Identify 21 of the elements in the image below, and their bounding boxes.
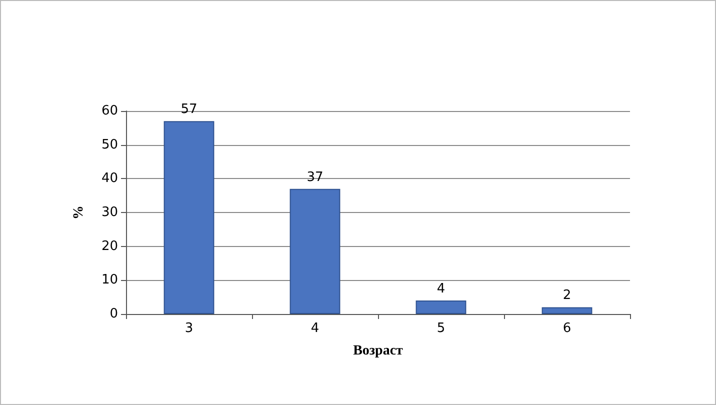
y-tick-label: 10 xyxy=(101,272,118,288)
x-tick-label: 5 xyxy=(436,321,446,336)
y-tick-label: 40 xyxy=(101,171,118,186)
y-tick-label: 60 xyxy=(101,104,118,118)
x-tick-label: 6 xyxy=(562,321,572,336)
y-tick-label: 0 xyxy=(110,306,118,322)
y-tick-label: 50 xyxy=(101,137,118,152)
bar xyxy=(164,121,214,314)
bar xyxy=(290,188,340,314)
data-label: 4 xyxy=(436,281,446,296)
x-axis-title: Возраст xyxy=(353,344,404,358)
y-tick-label: 30 xyxy=(101,205,118,220)
bar xyxy=(542,307,592,314)
data-label: 37 xyxy=(306,170,324,185)
data-label: 57 xyxy=(180,102,198,118)
x-tick-label: 4 xyxy=(310,321,320,336)
y-tick-label: 20 xyxy=(101,238,118,254)
bar xyxy=(416,300,466,314)
y-axis-title: % xyxy=(72,206,86,220)
data-label: 2 xyxy=(562,288,572,304)
x-tick-label: 3 xyxy=(184,321,194,336)
